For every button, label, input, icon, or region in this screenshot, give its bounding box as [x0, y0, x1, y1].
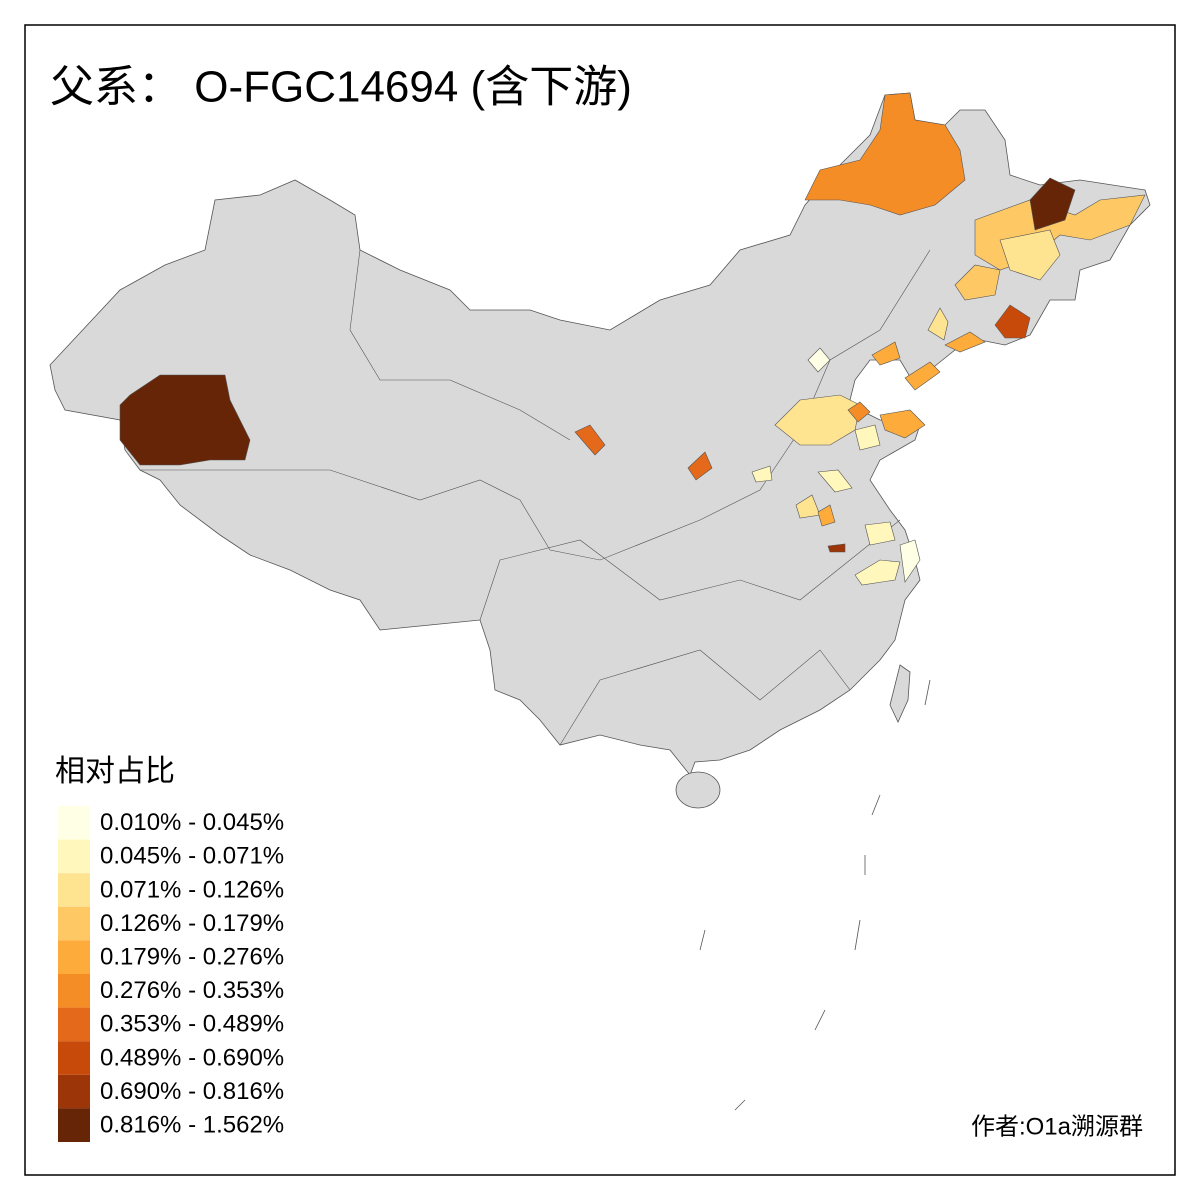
hainan — [675, 771, 721, 809]
region — [687, 451, 713, 481]
legend-label: 0.816% - 1.562% — [100, 1112, 284, 1139]
legend-label: 0.353% - 0.489% — [100, 1011, 284, 1038]
region — [864, 521, 896, 546]
region — [999, 229, 1061, 281]
region — [899, 539, 921, 583]
legend-label: 0.179% - 0.276% — [100, 944, 284, 971]
region — [904, 361, 941, 391]
legend-swatch — [58, 906, 90, 941]
region — [807, 347, 831, 373]
legend-label: 0.045% - 0.071% — [100, 843, 284, 870]
legend-label: 0.276% - 0.353% — [100, 977, 284, 1004]
region — [854, 559, 901, 586]
region — [817, 504, 836, 527]
legend-label: 0.489% - 0.690% — [100, 1044, 284, 1071]
region — [804, 92, 966, 216]
region — [944, 331, 986, 353]
legend-swatch — [58, 1041, 90, 1075]
legend-label: 0.126% - 0.179% — [100, 910, 284, 937]
legend-swatch — [58, 873, 90, 907]
legend-swatch — [58, 839, 90, 874]
region — [119, 374, 251, 466]
legend-swatch — [58, 940, 90, 974]
region — [871, 341, 901, 366]
legend-label: 0.690% - 0.816% — [100, 1078, 284, 1105]
legend-swatch — [58, 806, 90, 840]
region — [827, 543, 846, 553]
taiwan — [889, 664, 911, 723]
region — [927, 307, 949, 341]
region — [574, 424, 606, 456]
legend-swatch — [58, 974, 90, 1008]
region — [854, 424, 881, 451]
region — [954, 264, 1001, 301]
region — [817, 469, 853, 493]
legend-swatch — [58, 1007, 90, 1042]
legend-swatch — [58, 1074, 90, 1109]
china-map — [49, 92, 1151, 1111]
legend-title: 相对占比 — [55, 755, 175, 788]
legend-label: 0.071% - 0.126% — [100, 876, 284, 903]
legend-swatch — [58, 1108, 90, 1142]
region — [879, 409, 926, 439]
legend: 0.010% - 0.045% 0.045% - 0.071% 0.071% - 0… — [58, 806, 284, 1142]
region — [994, 304, 1031, 339]
region — [847, 401, 871, 423]
credit: 作者:O1a溯源群 — [971, 1113, 1143, 1140]
legend-label: 0.010% - 0.045% — [100, 809, 284, 836]
map-title: 父系： O-FGC14694 (含下游) — [50, 63, 632, 112]
shaded-regions — [119, 92, 1146, 586]
region — [1029, 177, 1076, 231]
region — [751, 465, 773, 483]
islands — [699, 679, 931, 1111]
